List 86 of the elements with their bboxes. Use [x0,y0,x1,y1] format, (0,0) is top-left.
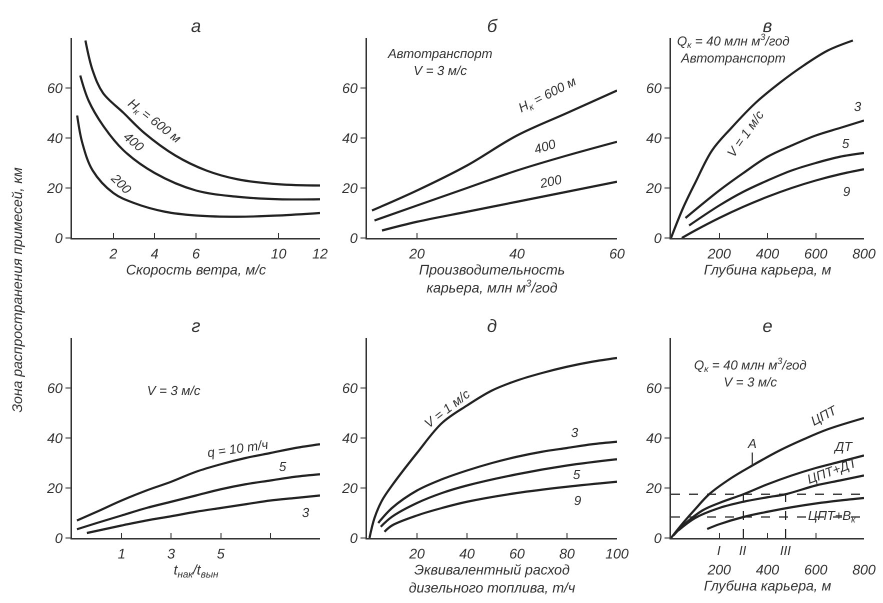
chart-title: е [762,316,773,336]
y-tick-label: 0 [54,530,63,546]
y-axis-title: Зона распространения примесей, км [9,167,25,413]
x-axis-title: t$_{нак}$/t$_{вын}$ [174,561,220,580]
y-tick-label: 40 [342,130,358,146]
x-tick-label: 1 [118,545,126,562]
x-tick-label: 10 [270,245,287,262]
chart-title: а [190,16,202,36]
text: 200 [108,170,135,198]
text: V = 1 м/с [421,386,474,431]
annotation: Q$_{к}$ = 40 млн м$^{3}$/год V = 3 м/с [694,356,807,390]
x-tick-label: 20 [408,245,425,262]
annotation: V = 3 м/с [147,383,201,398]
text: 200 [538,172,564,192]
x-axis-title: Эквивалентный расход дизельного топлива, т/ч [408,561,576,596]
x-tick-label: 80 [559,545,575,562]
x-tick-label: 60 [509,545,525,562]
x-tick-label: 3 [167,545,176,562]
x-tick-label: 6 [192,245,200,262]
x-tick-label: 800 [852,561,876,578]
series-label: 9 [574,493,582,508]
x-tick-label: 600 [804,245,828,262]
x-tick-label: 2 [108,245,118,262]
annotation: A [747,436,757,451]
y-tick-label: 20 [645,180,662,196]
x-tick-label: 100 [605,545,629,562]
y-tick-label: 40 [47,430,63,446]
y-tick-label: 20 [341,180,358,196]
y-tick-label: 60 [646,80,662,96]
x-tick-label: 60 [609,245,625,262]
text: q = 10 т/ч [206,436,270,460]
y-tick-label: 20 [46,480,63,496]
text: ЦПТ [808,402,840,429]
x-axis-title: Скорость ветра, м/с [126,261,266,278]
series-label: 5 [573,467,581,482]
x-tick-label: 400 [756,245,780,262]
y-tick-label: 20 [46,180,63,196]
x-tick-label: 40 [459,545,475,562]
x-axis-title: Глубина карьера, м [704,577,832,594]
x-tick-label: 800 [852,245,876,262]
y-tick-label: 60 [47,80,63,96]
y-tick-label: 20 [645,480,662,496]
ref-line-label: III [780,543,792,558]
series-label: ЦПТ+В$_{к}$ [808,508,856,525]
y-tick-label: 40 [47,130,63,146]
series-label: 3 [302,505,310,520]
x-tick-label: 12 [312,245,328,262]
y-tick-label: 0 [54,230,63,246]
chart-title: г [192,316,201,336]
x-tick-label: 20 [408,545,425,562]
y-tick-label: 60 [342,80,358,96]
series-label: 3 [571,425,579,440]
series-label: 5 [279,459,287,474]
text: 400 [120,128,148,155]
y-tick-label: 60 [47,380,63,396]
series-label: 3 [854,99,862,114]
y-tick-label: 60 [646,380,662,396]
x-tick-label: 40 [509,245,525,262]
text: I [717,543,721,558]
ref-line-label: II [739,543,747,558]
x-tick-label: 200 [706,245,732,262]
series-label: ДТ [833,439,854,454]
series-label: 5 [842,136,850,151]
x-tick-label: 5 [216,545,225,562]
x-tick-label: 400 [756,561,780,578]
x-tick-label: 600 [804,561,828,578]
y-tick-label: 60 [342,380,358,396]
y-tick-label: 40 [646,130,662,146]
annotation: Q$_{к}$ = 40 млн м$^{3}$/год Автотранспорт [677,32,790,66]
y-tick-label: 20 [341,480,358,496]
series-label: 9 [843,184,850,199]
y-tick-label: 0 [654,530,662,546]
text: 400 [532,136,558,157]
chart-title: д [487,316,498,336]
y-tick-label: 40 [646,430,662,446]
chart-title: б [486,16,498,36]
y-tick-label: 0 [654,230,662,246]
text: V = 1 м/с [724,107,768,160]
x-tick-label: 200 [706,561,732,578]
x-axis-title: Глубина карьера, м [704,261,832,278]
x-tick-label: 4 [150,245,159,262]
y-tick-label: 40 [342,430,358,446]
y-tick-label: 0 [350,230,358,246]
annotation: Автотранспорт V = 3 м/с [387,46,493,78]
x-axis-title: Производительность карьера, млн м$^{3}$/год [418,261,566,296]
y-tick-label: 0 [350,530,358,546]
